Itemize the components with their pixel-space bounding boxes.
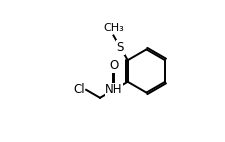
Text: Cl: Cl: [73, 83, 84, 96]
Text: NH: NH: [105, 83, 122, 96]
Text: CH₃: CH₃: [103, 23, 123, 33]
Text: S: S: [116, 41, 124, 54]
Text: O: O: [109, 59, 118, 72]
